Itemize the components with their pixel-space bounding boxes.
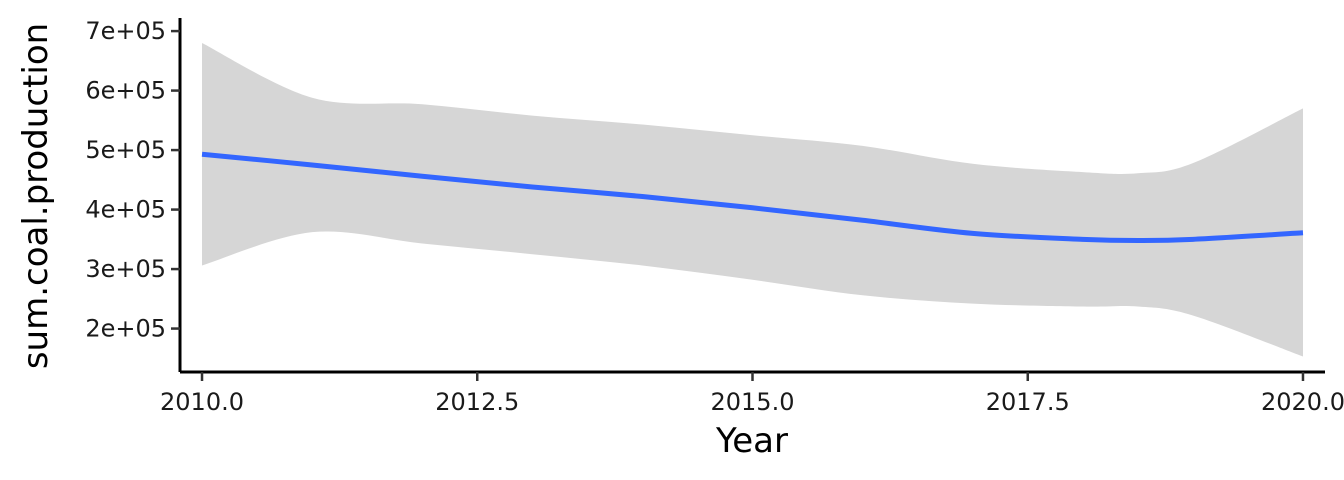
y-axis-title: sum.coal.production [16, 23, 56, 369]
x-tick-label: 2012.5 [435, 388, 519, 416]
x-tick-label: 2017.5 [986, 388, 1070, 416]
y-tick-label: 6e+05 [85, 77, 166, 105]
x-tick-label: 2010.0 [160, 388, 244, 416]
x-tick-label: 2015.0 [711, 388, 795, 416]
trend-line [201, 151, 1304, 244]
y-tick-label: 5e+05 [85, 136, 166, 164]
y-tick-label: 2e+05 [85, 315, 166, 343]
confidence-band [202, 42, 1303, 357]
x-axis-title: Year [715, 421, 788, 461]
y-tick-label: 3e+05 [85, 255, 166, 283]
y-tick-label: 7e+05 [85, 17, 166, 45]
x-tick-label: 2020.0 [1261, 388, 1344, 416]
y-tick-label: 4e+05 [85, 196, 166, 224]
